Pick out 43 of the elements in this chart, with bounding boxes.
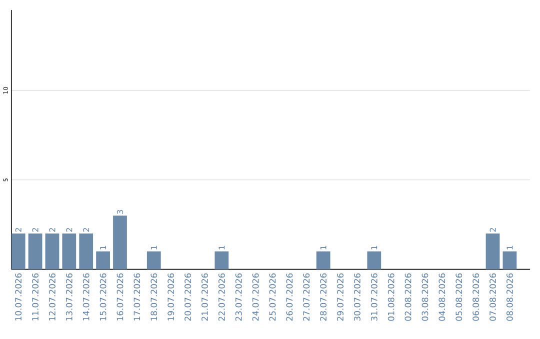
x-tick-label: 17.07.2026 [134, 273, 140, 320]
x-tick-label: 22.07.2026 [218, 273, 225, 321]
x-tick-label: 23.07.2026 [235, 273, 242, 321]
bar [62, 233, 76, 270]
x-tick-label: 19.07.2026 [168, 273, 174, 320]
x-tick-label: 06.08.2026 [472, 273, 480, 321]
bar [79, 233, 94, 270]
x-tick-label: 07.08.2026 [490, 273, 496, 321]
bar [28, 233, 42, 270]
bar [316, 251, 330, 270]
x-tick-label: 04.08.2026 [438, 273, 446, 321]
x-tick-label: 16.07.2026 [116, 273, 124, 320]
x-tick-label: 31.07.2026 [370, 273, 378, 321]
x-tick-label: 01.08.2026 [388, 273, 394, 321]
x-tick-label: 30.07.2026 [354, 273, 360, 321]
bar [96, 251, 110, 270]
x-tick-label: 15.07.2026 [100, 273, 106, 320]
x-tick-label: 26.07.2026 [286, 273, 293, 321]
bar [367, 251, 382, 270]
x-tick-label: 25.07.2026 [269, 273, 276, 321]
bar [214, 251, 229, 270]
bar [502, 251, 517, 270]
x-tick-label: 28.07.2026 [320, 273, 327, 321]
x-tick-label: 29.07.2026 [337, 273, 344, 321]
x-tick-label: 18.07.2026 [150, 273, 158, 320]
bar [113, 216, 127, 270]
x-tick-label: 21.07.2026 [202, 273, 208, 321]
x-tick-label: 20.07.2026 [184, 273, 191, 321]
x-tick-label: 03.08.2026 [422, 273, 428, 321]
x-tick-label: 14.07.2026 [82, 273, 90, 320]
x-tick-label: 24.07.2026 [252, 273, 259, 321]
bar [45, 233, 60, 270]
bar [146, 251, 161, 270]
x-tick-label: 10.07.2026 [15, 273, 22, 320]
x-tick-label: 08.08.2026 [506, 273, 513, 321]
x-tick-label: 11.07.2026 [32, 273, 38, 320]
x-tick-label: 13.07.2026 [66, 273, 72, 320]
x-tick-label: 05.08.2026 [456, 273, 462, 321]
x-tick-label: 02.08.2026 [404, 273, 412, 321]
bar [486, 233, 500, 270]
x-tick-label: 27.07.2026 [303, 273, 310, 321]
x-tick-label: 12.07.2026 [49, 273, 56, 320]
bar [11, 233, 26, 270]
